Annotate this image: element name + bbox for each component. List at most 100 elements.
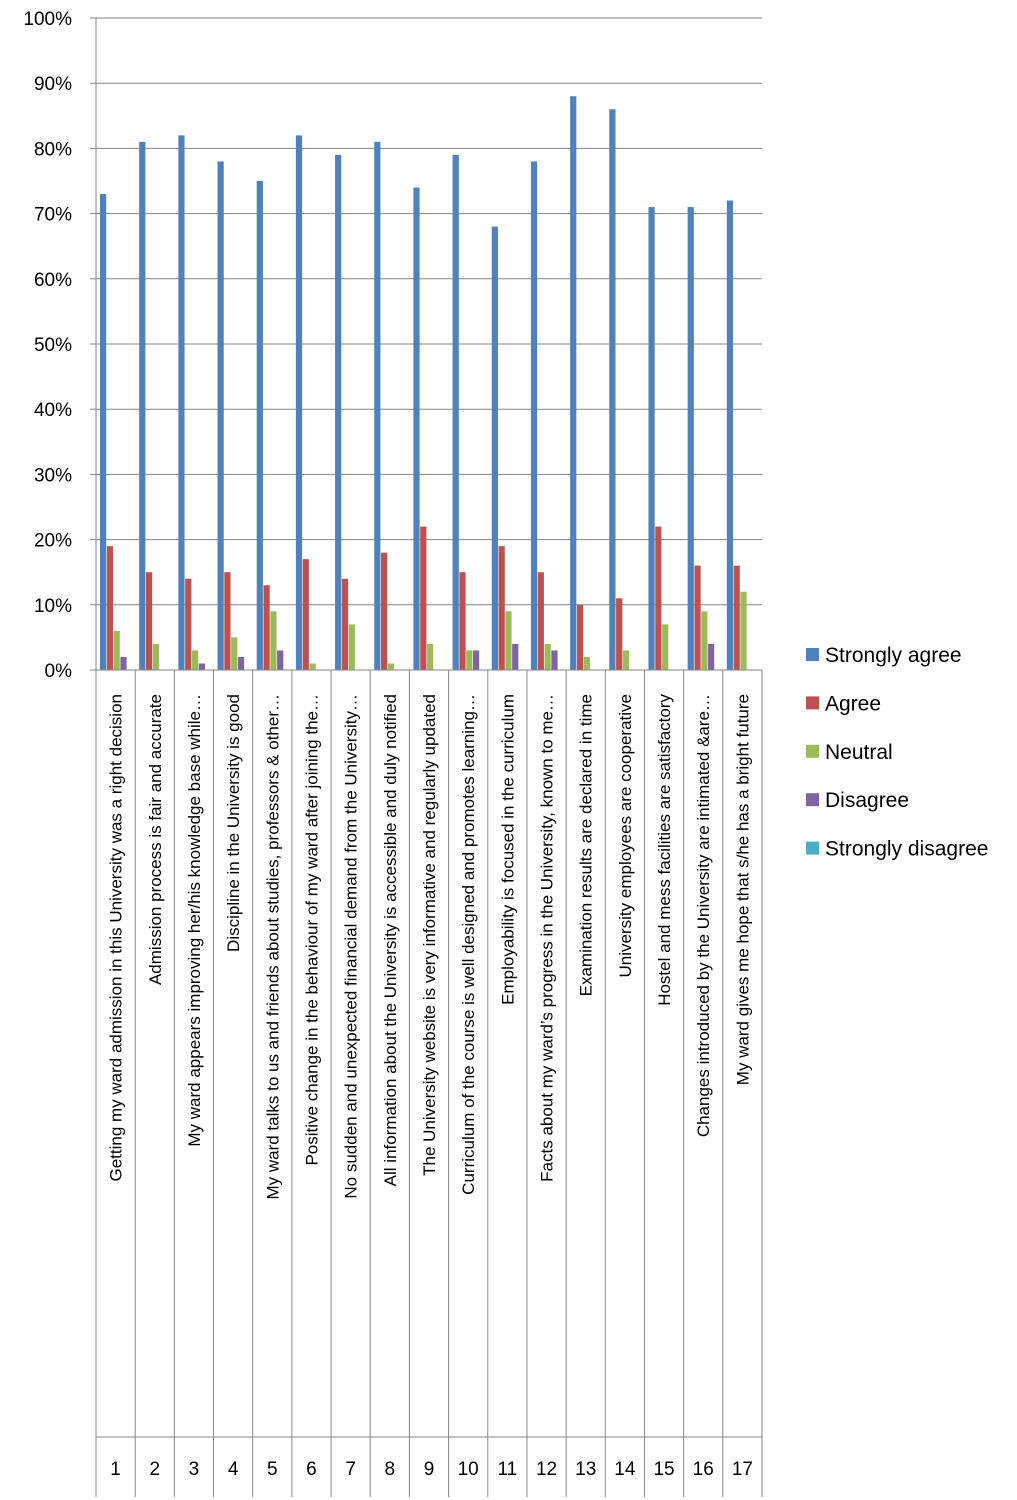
bar [420, 526, 427, 670]
y-tick-label: 100% [23, 9, 72, 30]
bar [277, 650, 284, 670]
bar [708, 643, 715, 670]
category-label: Curriculum of the course is well designe… [459, 694, 478, 1195]
bar [472, 650, 480, 670]
legend-label: Agree [825, 692, 881, 715]
category-label: Getting my ward admission in this Univer… [107, 694, 126, 1182]
category-numbers: 1 2 3 4 5 6 7 8 9 10 11 12 13 14 15 16 17 [110, 1459, 753, 1480]
bar [459, 572, 466, 670]
bar [224, 572, 231, 670]
bar [106, 546, 113, 670]
bar [740, 591, 747, 670]
category-number: 16 [693, 1459, 714, 1480]
legend: Strongly agree Agree Neutral Disagree Strong… [806, 644, 988, 861]
y-tick-label: 90% [34, 74, 72, 95]
bar [616, 598, 623, 670]
category-label: My ward gives me hope that s/he has a br… [733, 694, 752, 1085]
category-label: The University website is very informati… [420, 694, 439, 1176]
category-number: 12 [536, 1459, 557, 1480]
category-label: My ward talks to us and friends about st… [263, 694, 282, 1200]
bar [295, 135, 303, 671]
y-tick-label: 0% [45, 661, 73, 682]
category-labels: Getting my ward admission in this Univer… [107, 694, 753, 1200]
category-number: 17 [732, 1459, 753, 1480]
bar [551, 650, 558, 670]
bar [198, 663, 205, 670]
y-tick-label: 10% [34, 596, 72, 617]
bar [498, 546, 505, 670]
y-axis-tick-labels: 0% 10% 20% 30% 40% 50% 60% 70% 80% 90% 100% [23, 9, 72, 682]
category-number: 14 [614, 1459, 636, 1480]
bar [662, 624, 669, 670]
bar [576, 604, 584, 670]
category-label: My ward appears improving her/his knowle… [185, 694, 204, 1147]
bar [100, 194, 107, 671]
category-number: 11 [497, 1459, 517, 1480]
category-label: Employability is focused in the curricul… [498, 694, 517, 1005]
y-tick-label: 80% [34, 139, 72, 160]
category-label: No sudden and unexpected financial deman… [342, 694, 361, 1199]
bar [178, 135, 185, 671]
bar [733, 565, 740, 670]
legend-label: Strongly agree [825, 644, 962, 667]
category-label: Hostel and mess facilities are satisfact… [655, 694, 674, 1006]
bar [544, 643, 551, 670]
bar [570, 96, 577, 671]
category-number: 9 [424, 1459, 435, 1480]
bar [217, 161, 224, 670]
bar [341, 578, 349, 670]
bar [302, 559, 309, 670]
bar [113, 630, 120, 670]
bar [530, 161, 538, 670]
bar [452, 154, 459, 671]
legend-label: Strongly disagree [825, 838, 988, 861]
bar [374, 141, 381, 670]
category-label: Positive change in the behaviour of my w… [302, 694, 321, 1166]
category-number: 2 [149, 1459, 160, 1480]
legend-swatch [806, 696, 819, 710]
axes [90, 17, 763, 1497]
bar [231, 637, 238, 670]
y-tick-label: 60% [34, 270, 72, 291]
legend-swatch [806, 744, 819, 758]
category-number: 5 [267, 1459, 278, 1480]
bar [466, 650, 473, 670]
category-number: 4 [228, 1459, 239, 1480]
bar [694, 565, 701, 670]
bar [491, 226, 498, 670]
category-label: University employees are cooperative [616, 694, 635, 977]
bar [622, 650, 630, 670]
bar [381, 552, 388, 670]
bar [120, 656, 127, 670]
legend-swatch [806, 793, 819, 807]
bar [309, 663, 316, 670]
category-number: 13 [575, 1459, 596, 1480]
category-number: 15 [653, 1459, 674, 1480]
y-tick-label: 40% [34, 400, 72, 421]
bar [505, 611, 512, 670]
category-number: 10 [458, 1459, 479, 1480]
category-label: Examination results are declared in time [577, 694, 596, 996]
bar [152, 643, 159, 670]
legend-label: Disagree [825, 789, 909, 812]
bar [145, 572, 153, 670]
bars [100, 96, 747, 671]
category-number: 6 [306, 1459, 317, 1480]
category-label: Changes introduced by the University are… [694, 694, 713, 1137]
bar [270, 611, 277, 670]
bar [256, 181, 263, 670]
category-number: 8 [385, 1459, 396, 1480]
bar [537, 572, 544, 670]
bar [263, 585, 270, 670]
y-tick-label: 70% [34, 205, 72, 226]
category-number: 7 [345, 1459, 356, 1480]
category-label: Facts about my ward’s progress in the Un… [538, 694, 557, 1182]
bar [655, 526, 662, 670]
y-tick-label: 20% [34, 531, 72, 552]
y-tick-label: 50% [34, 335, 72, 356]
bar [701, 611, 708, 670]
bar [583, 656, 590, 670]
category-number: 1 [110, 1459, 121, 1480]
gridlines [96, 17, 762, 606]
